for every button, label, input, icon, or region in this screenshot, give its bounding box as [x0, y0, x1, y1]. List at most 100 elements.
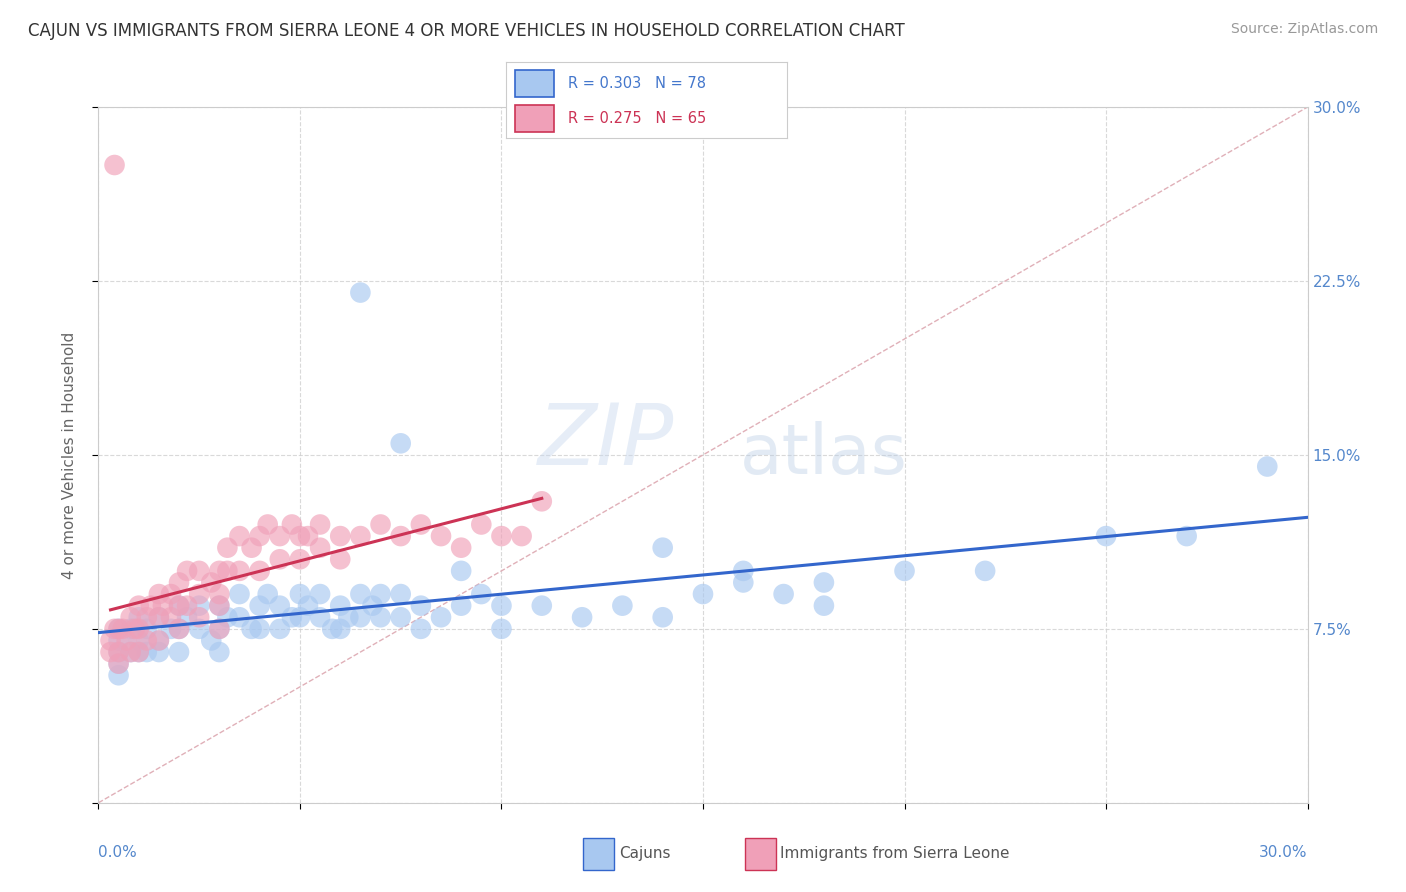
- Point: [450, 564, 472, 578]
- Point: [361, 599, 384, 613]
- Point: [409, 599, 432, 613]
- Point: [148, 610, 170, 624]
- Point: [135, 633, 157, 648]
- Point: [228, 529, 250, 543]
- Point: [128, 610, 150, 624]
- Point: [100, 645, 122, 659]
- Point: [167, 645, 190, 659]
- Point: [256, 517, 278, 532]
- Point: [167, 622, 190, 636]
- Point: [228, 587, 250, 601]
- Point: [430, 529, 453, 543]
- Point: [321, 622, 343, 636]
- Point: [208, 645, 231, 659]
- Point: [470, 587, 492, 601]
- Point: [120, 645, 142, 659]
- Point: [217, 541, 239, 555]
- Point: [256, 587, 278, 601]
- Point: [240, 622, 263, 636]
- Point: [510, 529, 533, 543]
- FancyBboxPatch shape: [515, 70, 554, 97]
- Point: [100, 633, 122, 648]
- Point: [389, 436, 412, 450]
- Point: [152, 599, 174, 613]
- Point: [120, 622, 142, 636]
- Point: [120, 645, 142, 659]
- Point: [733, 564, 755, 578]
- Point: [249, 599, 271, 613]
- Point: [111, 622, 134, 636]
- Point: [281, 517, 304, 532]
- Point: [188, 599, 211, 613]
- Point: [228, 610, 250, 624]
- Point: [148, 633, 170, 648]
- Point: [329, 622, 352, 636]
- Point: [651, 610, 673, 624]
- Point: [148, 610, 170, 624]
- Point: [692, 587, 714, 601]
- Point: [167, 599, 190, 613]
- Point: [309, 610, 332, 624]
- Point: [974, 564, 997, 578]
- Point: [208, 599, 231, 613]
- Point: [148, 587, 170, 601]
- Point: [249, 529, 271, 543]
- Point: [329, 529, 352, 543]
- Point: [135, 610, 157, 624]
- Point: [571, 610, 593, 624]
- Point: [160, 587, 183, 601]
- Point: [208, 599, 231, 613]
- Point: [160, 610, 183, 624]
- Point: [733, 575, 755, 590]
- Point: [893, 564, 915, 578]
- Point: [103, 622, 125, 636]
- Point: [208, 564, 231, 578]
- Point: [309, 541, 332, 555]
- Text: CAJUN VS IMMIGRANTS FROM SIERRA LEONE 4 OR MORE VEHICLES IN HOUSEHOLD CORRELATIO: CAJUN VS IMMIGRANTS FROM SIERRA LEONE 4 …: [28, 22, 905, 40]
- Point: [269, 552, 291, 566]
- Point: [288, 610, 311, 624]
- Point: [288, 587, 311, 601]
- Point: [217, 610, 239, 624]
- Point: [228, 564, 250, 578]
- Point: [409, 517, 432, 532]
- Point: [176, 610, 198, 624]
- Point: [208, 622, 231, 636]
- Point: [188, 564, 211, 578]
- FancyBboxPatch shape: [515, 105, 554, 132]
- Text: 30.0%: 30.0%: [1260, 845, 1308, 860]
- Point: [329, 599, 352, 613]
- Point: [249, 564, 271, 578]
- Point: [309, 587, 332, 601]
- Point: [349, 587, 371, 601]
- Point: [772, 587, 794, 601]
- Point: [409, 622, 432, 636]
- Point: [128, 599, 150, 613]
- Point: [167, 622, 190, 636]
- Point: [107, 657, 129, 671]
- Point: [370, 517, 392, 532]
- Point: [135, 622, 157, 636]
- Text: Cajuns: Cajuns: [619, 847, 671, 861]
- Point: [1095, 529, 1118, 543]
- Point: [208, 587, 231, 601]
- Point: [107, 657, 129, 671]
- Point: [107, 633, 129, 648]
- Point: [813, 575, 835, 590]
- Point: [148, 645, 170, 659]
- Point: [103, 158, 125, 172]
- Point: [337, 610, 360, 624]
- Point: [160, 622, 183, 636]
- Point: [349, 529, 371, 543]
- Text: Source: ZipAtlas.com: Source: ZipAtlas.com: [1230, 22, 1378, 37]
- Point: [188, 587, 211, 601]
- Point: [370, 610, 392, 624]
- Point: [491, 622, 513, 636]
- Point: [128, 633, 150, 648]
- Point: [329, 552, 352, 566]
- Point: [120, 610, 142, 624]
- Point: [269, 599, 291, 613]
- Point: [612, 599, 634, 613]
- Point: [188, 610, 211, 624]
- Point: [124, 622, 146, 636]
